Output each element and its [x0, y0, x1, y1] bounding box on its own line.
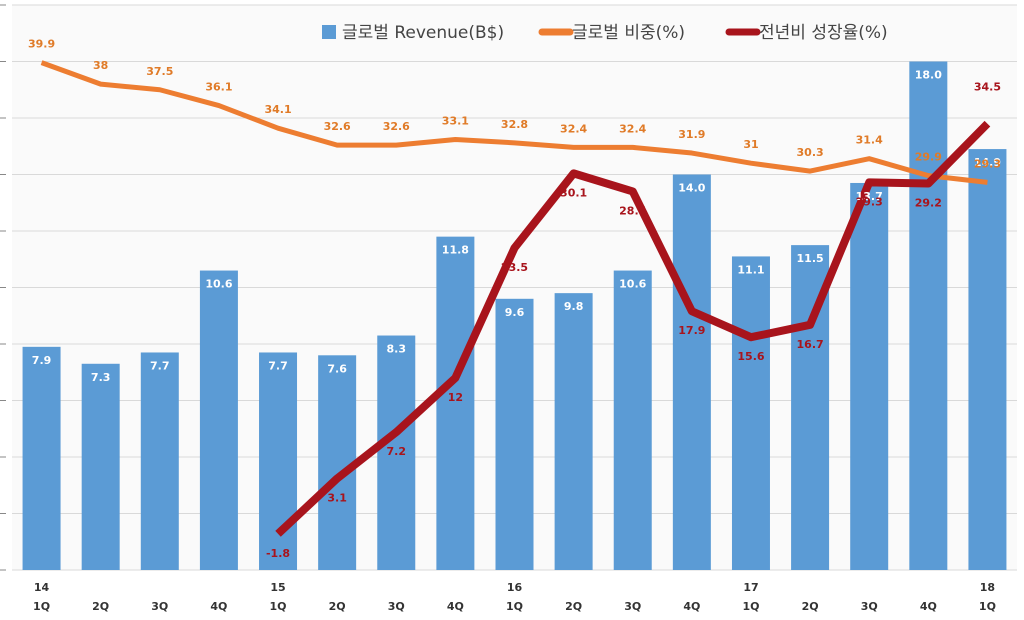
data-label: 10.6 — [205, 278, 232, 291]
data-label: 34.5 — [974, 81, 1001, 94]
data-label: 8.3 — [387, 343, 407, 356]
x-tick-label: 3Q — [861, 600, 878, 613]
data-label: -1.8 — [266, 547, 290, 560]
data-label: 11.5 — [797, 252, 824, 265]
x-tick-label: 3Q — [624, 600, 641, 613]
bar — [199, 270, 238, 570]
x-tick-label: 1Q — [742, 600, 759, 613]
bar — [436, 236, 475, 570]
bar — [81, 363, 120, 570]
x-year-label: 14 — [34, 581, 50, 594]
data-label: 18.0 — [915, 69, 942, 82]
data-label: 7.3 — [91, 371, 111, 384]
bar — [850, 182, 889, 570]
x-tick-label: 2Q — [92, 600, 109, 613]
bar — [968, 149, 1007, 570]
legend-label: 전년비 성장율(%) — [759, 23, 888, 43]
data-label: 7.7 — [150, 359, 170, 372]
x-tick-label: 3Q — [151, 600, 168, 613]
bar — [495, 298, 534, 570]
line-series — [275, 120, 991, 537]
bar — [377, 335, 416, 570]
bar — [554, 293, 593, 570]
data-label: 29.2 — [915, 197, 942, 210]
x-tick-label: 2Q — [802, 600, 819, 613]
data-label: 31.4 — [856, 134, 883, 147]
data-label: 37.5 — [146, 65, 173, 78]
x-year-label: 17 — [743, 581, 758, 594]
data-label: 23.5 — [501, 261, 528, 274]
data-label: 14.0 — [678, 182, 705, 195]
data-label: 28.5 — [619, 204, 646, 217]
legend-label: 글로벌 비중(%) — [572, 23, 685, 43]
x-tick-label: 4Q — [210, 600, 227, 613]
bar — [909, 61, 948, 570]
legend-swatch — [322, 25, 336, 39]
x-tick-label: 4Q — [447, 600, 464, 613]
data-label: 13.7 — [856, 190, 883, 203]
x-tick-label: 1Q — [979, 600, 996, 613]
x-tick-label: 4Q — [920, 600, 937, 613]
data-label: 31.9 — [678, 128, 705, 141]
x-tick-label: 1Q — [270, 600, 287, 613]
data-label: 9.8 — [564, 300, 584, 313]
data-label: 7.9 — [32, 354, 52, 367]
x-year-label: 15 — [270, 581, 285, 594]
data-label: 34.1 — [264, 103, 291, 116]
bar — [259, 352, 298, 570]
data-label: 39.9 — [28, 38, 55, 51]
data-label: 7.6 — [327, 362, 347, 375]
data-label: 7.7 — [268, 359, 288, 372]
data-label: 31 — [743, 138, 758, 151]
data-label: 11.1 — [737, 263, 764, 276]
x-tick-label: 2Q — [329, 600, 346, 613]
line-series — [40, 60, 988, 185]
data-label: 15.6 — [737, 350, 764, 363]
data-label: 32.6 — [324, 120, 351, 133]
legend-label: 글로벌 Revenue(B$) — [342, 23, 504, 43]
x-tick-label: 1Q — [506, 600, 523, 613]
bar — [613, 270, 652, 570]
data-label: 29.3 — [856, 195, 883, 208]
x-year-label: 18 — [980, 581, 995, 594]
data-label: 7.2 — [387, 445, 407, 458]
data-label: 29.3 — [974, 157, 1001, 170]
data-label: 30.1 — [560, 186, 587, 199]
data-label: 12 — [448, 391, 463, 404]
bar — [140, 352, 179, 570]
data-label: 14.9 — [974, 156, 1001, 169]
x-year-label: 16 — [507, 581, 523, 594]
data-label: 36.1 — [205, 81, 232, 94]
data-label: 32.8 — [501, 118, 528, 131]
data-label: 32.4 — [560, 122, 587, 135]
bar — [731, 256, 770, 570]
x-tick-label: 1Q — [33, 600, 50, 613]
x-tick-label: 4Q — [683, 600, 700, 613]
data-label: 9.6 — [505, 306, 525, 319]
data-label: 16.7 — [797, 338, 824, 351]
x-tick-label: 3Q — [388, 600, 405, 613]
data-label: 38 — [93, 59, 108, 72]
bar — [672, 174, 711, 570]
data-label: 30.3 — [797, 146, 824, 159]
data-label: 11.8 — [442, 244, 469, 257]
data-label: 32.4 — [619, 122, 646, 135]
data-label: 3.1 — [327, 491, 347, 504]
bar — [22, 346, 61, 570]
data-label: 17.9 — [678, 324, 705, 337]
data-label: 32.6 — [383, 120, 410, 133]
data-label: 33.1 — [442, 114, 469, 127]
x-tick-label: 2Q — [565, 600, 582, 613]
data-label: 10.6 — [619, 278, 646, 291]
data-label: 29.9 — [915, 151, 942, 164]
bar — [318, 355, 357, 570]
